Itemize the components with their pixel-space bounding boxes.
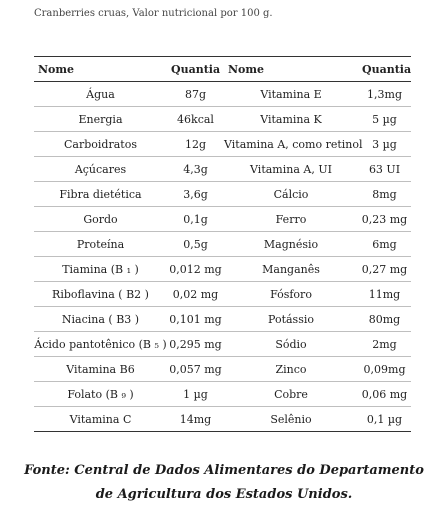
table-body: Água 87g Vitamina E 1,3mg Energia 46kcal Vitam… xyxy=(34,81,411,432)
nutrient-name: Manganês xyxy=(224,256,358,282)
table-caption: Cranberries cruas, Valor nutricional por… xyxy=(34,8,273,19)
nutrient-amount: 0,101 mg xyxy=(167,306,224,332)
nutrient-name: Vitamina A, como retinol xyxy=(224,131,363,157)
table-row: Riboflavina ( B2 ) 0,02 mg Fósforo 11mg xyxy=(34,281,411,307)
nutrient-amount: 0,1 µg xyxy=(358,406,411,432)
source-line-1: Fonte: Central de Dados Alimentares do D… xyxy=(24,463,424,478)
table-row: Niacina ( B3 ) 0,101 mg Potássio 80mg xyxy=(34,306,411,332)
table-row: Folato (B ₉ ) 1 µg Cobre 0,06 mg xyxy=(34,381,411,407)
nutrient-amount: 14mg xyxy=(167,406,224,432)
nutrition-table-wrapper: Nome Quantia Nome Quantia Água 87g Vitamin… xyxy=(34,56,411,432)
nutrient-name: Ácido pantotênico (B ₅ ) xyxy=(34,331,167,357)
table-row: Vitamina B6 0,057 mg Zinco 0,09mg xyxy=(34,356,411,382)
nutrient-name: Riboflavina ( B2 ) xyxy=(34,281,167,307)
nutrient-name: Gordo xyxy=(34,206,167,232)
table-header-row: Nome Quantia Nome Quantia xyxy=(34,56,412,82)
nutrient-amount: 4,3g xyxy=(167,156,224,182)
nutrient-name: Folato (B ₉ ) xyxy=(34,381,167,407)
nutrient-name: Água xyxy=(34,81,167,107)
nutrient-name: Zinco xyxy=(224,356,358,382)
nutrient-amount: 0,09mg xyxy=(358,356,411,382)
nutrient-amount: 11mg xyxy=(358,281,411,307)
source-line-2: de Agricultura dos Estados Unidos. xyxy=(95,487,353,502)
nutrient-name: Fibra dietética xyxy=(34,181,167,207)
table-row: Ácido pantotênico (B ₅ ) 0,295 mg Sódio 2mg xyxy=(34,331,411,357)
nutrient-amount: 0,27 mg xyxy=(358,256,411,282)
header-name-2: Nome xyxy=(228,62,265,76)
nutrient-name: Niacina ( B3 ) xyxy=(34,306,167,332)
nutrient-name: Magnésio xyxy=(224,231,358,257)
nutrition-table: Nome Quantia Nome Quantia Água 87g Vitamin… xyxy=(34,56,411,432)
nutrient-name: Proteína xyxy=(34,231,167,257)
header-name-1: Nome xyxy=(38,62,75,76)
nutrient-amount: 46kcal xyxy=(167,106,224,132)
table-row: Água 87g Vitamina E 1,3mg xyxy=(34,81,411,107)
nutrient-amount: 8mg xyxy=(358,181,411,207)
nutrient-amount: 0,295 mg xyxy=(167,331,224,357)
nutrient-name: Vitamina B6 xyxy=(34,356,167,382)
nutrient-amount: 80mg xyxy=(358,306,411,332)
nutrient-amount: 0,012 mg xyxy=(167,256,224,282)
nutrient-amount: 5 µg xyxy=(358,106,411,132)
nutrient-name: Sódio xyxy=(224,331,358,357)
nutrient-name: Vitamina K xyxy=(224,106,358,132)
nutrient-name: Açúcares xyxy=(34,156,167,182)
nutrient-amount: 0,23 mg xyxy=(358,206,411,232)
nutrient-amount: 0,02 mg xyxy=(167,281,224,307)
nutrient-amount: 63 UI xyxy=(358,156,411,182)
nutrient-amount: 3,6g xyxy=(167,181,224,207)
nutrient-name: Vitamina E xyxy=(224,81,358,107)
nutrient-amount: 2mg xyxy=(358,331,411,357)
nutrient-amount: 87g xyxy=(167,81,224,107)
source-note: Fonte: Central de Dados Alimentares do D… xyxy=(0,459,448,507)
nutrient-name: Potássio xyxy=(224,306,358,332)
nutrient-name: Tiamina (B ₁ ) xyxy=(34,256,167,282)
table-row: Gordo 0,1g Ferro 0,23 mg xyxy=(34,206,411,232)
nutrient-name: Energia xyxy=(34,106,167,132)
nutrient-name: Cálcio xyxy=(224,181,358,207)
nutrient-name: Ferro xyxy=(224,206,358,232)
nutrient-name: Vitamina A, UI xyxy=(224,156,358,182)
nutrient-name: Carboidratos xyxy=(34,131,167,157)
nutrient-amount: 0,5g xyxy=(167,231,224,257)
nutrient-amount: 1 µg xyxy=(167,381,224,407)
table-row: Proteína 0,5g Magnésio 6mg xyxy=(34,231,411,257)
nutrient-amount: 6mg xyxy=(358,231,411,257)
nutrient-name: Selênio xyxy=(224,406,358,432)
table-row: Fibra dietética 3,6g Cálcio 8mg xyxy=(34,181,411,207)
header-quantity-1: Quantia xyxy=(171,62,221,76)
nutrient-name: Cobre xyxy=(224,381,358,407)
nutrient-amount: 1,3mg xyxy=(358,81,411,107)
nutrient-amount: 0,1g xyxy=(167,206,224,232)
nutrient-amount: 0,06 mg xyxy=(358,381,411,407)
nutrient-amount: 3 µg xyxy=(358,131,411,157)
header-quantity-2: Quantia xyxy=(362,62,412,76)
nutrient-amount: 0,057 mg xyxy=(167,356,224,382)
table-row: Tiamina (B ₁ ) 0,012 mg Manganês 0,27 mg xyxy=(34,256,411,282)
nutrient-name: Fósforo xyxy=(224,281,358,307)
nutrient-amount: 12g xyxy=(167,131,224,157)
table-row: Açúcares 4,3g Vitamina A, UI 63 UI xyxy=(34,156,411,182)
nutrient-name: Vitamina C xyxy=(34,406,167,432)
table-row: Vitamina C 14mg Selênio 0,1 µg xyxy=(34,406,411,432)
table-row: Carboidratos 12g Vitamina A, como retinol 3… xyxy=(34,131,411,157)
